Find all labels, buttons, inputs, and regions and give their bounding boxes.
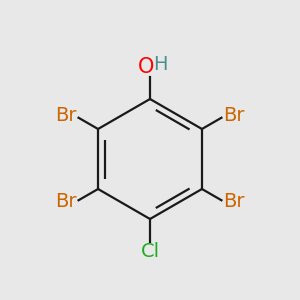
Text: H: H (153, 55, 167, 74)
Text: Br: Br (55, 106, 77, 125)
Text: O: O (138, 57, 154, 76)
Text: Br: Br (223, 106, 245, 125)
Text: Br: Br (55, 192, 77, 211)
Text: Br: Br (223, 192, 245, 211)
Text: Cl: Cl (140, 242, 160, 261)
